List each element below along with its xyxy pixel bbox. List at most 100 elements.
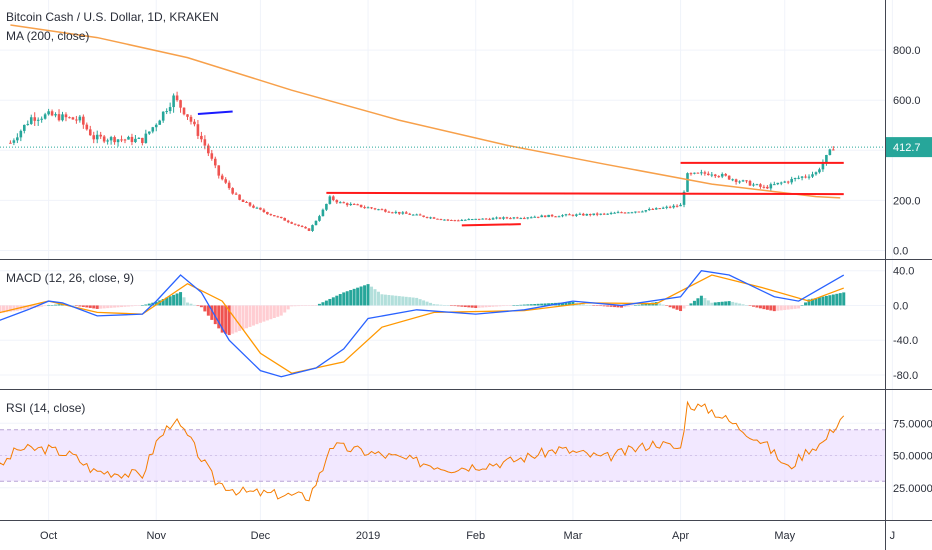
macd-histogram-bar bbox=[540, 303, 544, 306]
macd-histogram-bar bbox=[585, 304, 589, 306]
macd-histogram-bar bbox=[501, 305, 505, 307]
candle-down bbox=[436, 218, 439, 220]
candle-up bbox=[401, 212, 405, 214]
macd-histogram-bar bbox=[686, 305, 689, 306]
macd-histogram-bar bbox=[616, 305, 620, 308]
candle-up bbox=[797, 177, 800, 179]
macd-histogram-bar bbox=[85, 305, 89, 308]
candle-up bbox=[127, 136, 130, 140]
macd-histogram-bar bbox=[165, 297, 169, 306]
macd-histogram-bar bbox=[547, 303, 551, 306]
candle-up bbox=[526, 217, 530, 219]
macd-histogram-bar bbox=[467, 305, 471, 308]
candle-down bbox=[380, 209, 384, 211]
macd-histogram-bar bbox=[321, 302, 325, 306]
candle-down bbox=[595, 213, 599, 215]
candle-up bbox=[318, 216, 321, 221]
blue-trendline bbox=[197, 110, 233, 115]
candle-down bbox=[724, 174, 727, 176]
macd-indicator-label[interactable]: MACD (12, 26, close, 9) bbox=[6, 271, 135, 285]
macd-histogram-bar bbox=[436, 304, 439, 306]
macd-histogram-bar bbox=[47, 305, 51, 306]
macd-histogram-bar bbox=[36, 305, 40, 308]
macd-histogram-bar bbox=[668, 305, 672, 308]
macd-histogram-bar bbox=[307, 305, 311, 306]
candle-down bbox=[68, 117, 71, 119]
candle-up bbox=[648, 208, 651, 211]
candle-up bbox=[134, 138, 137, 143]
macd-histogram-bar bbox=[5, 305, 9, 313]
candle-up bbox=[700, 172, 703, 174]
candle-down bbox=[241, 199, 245, 202]
candle-up bbox=[495, 217, 498, 219]
candle-down bbox=[450, 219, 453, 221]
ma-indicator-label[interactable]: MA (200, close) bbox=[6, 29, 90, 43]
macd-histogram-bar bbox=[279, 305, 283, 316]
rsi-indicator-label[interactable]: RSI (14, close) bbox=[6, 401, 86, 415]
candle-down bbox=[422, 215, 425, 217]
candle-down bbox=[477, 218, 481, 220]
macd-histogram-bar bbox=[738, 303, 742, 306]
candle-up bbox=[161, 111, 165, 121]
macd-histogram-bar bbox=[835, 293, 839, 306]
candle-up bbox=[463, 219, 467, 221]
macd-histogram-bar bbox=[147, 303, 151, 306]
candle-down bbox=[804, 176, 807, 178]
candle-down bbox=[186, 114, 189, 117]
time-tick-label: Apr bbox=[672, 530, 689, 542]
time-tick-label: Dec bbox=[251, 530, 271, 542]
candle-down bbox=[252, 205, 255, 208]
candle-up bbox=[43, 114, 47, 119]
macd-histogram-bar bbox=[429, 302, 433, 306]
candle-down bbox=[457, 220, 460, 222]
macd-histogram-bar bbox=[804, 302, 808, 306]
candle-down bbox=[713, 174, 717, 177]
candle-up bbox=[519, 218, 523, 220]
candle-up bbox=[790, 178, 793, 183]
macd-histogram-bar bbox=[224, 305, 228, 334]
candle-down bbox=[245, 201, 248, 203]
macd-histogram-bar bbox=[370, 286, 374, 306]
macd-histogram-bar bbox=[54, 304, 58, 306]
candle-down bbox=[293, 223, 297, 225]
candle-up bbox=[665, 206, 668, 208]
candle-down bbox=[345, 203, 349, 206]
candle-up bbox=[738, 181, 741, 183]
candle-down bbox=[189, 116, 193, 122]
candle-down bbox=[689, 173, 693, 175]
macd-histogram-bar bbox=[425, 301, 429, 306]
macd-histogram-bar bbox=[363, 285, 367, 306]
candle-up bbox=[481, 218, 484, 220]
candle-down bbox=[71, 117, 75, 120]
macd-histogram-bar bbox=[567, 302, 571, 306]
candle-up bbox=[29, 117, 33, 124]
candle-up bbox=[564, 214, 568, 216]
candle-up bbox=[592, 213, 596, 216]
macd-histogram-bar bbox=[581, 304, 585, 306]
candle-down bbox=[300, 225, 304, 227]
macd-histogram-bar bbox=[394, 295, 398, 306]
macd-histogram-bar bbox=[751, 305, 755, 307]
candle-down bbox=[290, 222, 293, 224]
candle-down bbox=[332, 196, 335, 201]
candle-up bbox=[613, 212, 616, 214]
red-trendline bbox=[461, 223, 521, 227]
candle-down bbox=[130, 136, 134, 143]
candle-down bbox=[266, 211, 269, 215]
macd-histogram-bar bbox=[40, 305, 44, 307]
macd-histogram-bar bbox=[286, 305, 290, 310]
candle-down bbox=[85, 124, 89, 130]
macd-histogram-bar bbox=[227, 305, 231, 336]
macd-histogram-bar bbox=[331, 297, 335, 306]
macd-histogram-bar bbox=[484, 305, 488, 308]
time-tick-label: Mar bbox=[563, 530, 582, 542]
macd-histogram-bar bbox=[26, 305, 30, 310]
price-tick-label: 200.0 bbox=[893, 195, 921, 207]
candle-down bbox=[193, 121, 196, 125]
candle-down bbox=[707, 173, 710, 176]
macd-histogram-bar bbox=[338, 294, 342, 306]
macd-histogram-bar bbox=[324, 300, 328, 306]
macd-histogram-bar bbox=[102, 305, 106, 309]
candle-down bbox=[727, 175, 731, 180]
